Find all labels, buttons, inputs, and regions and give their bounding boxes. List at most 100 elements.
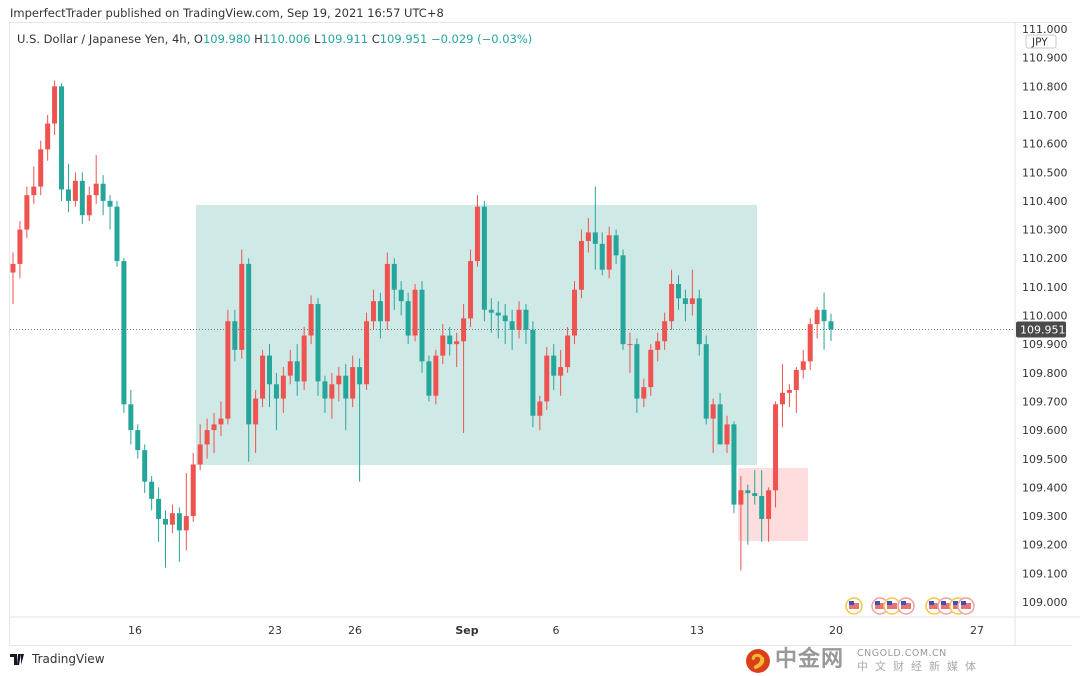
candle-body[interactable]: [93, 183, 99, 196]
candle-body[interactable]: [793, 369, 799, 390]
support-zone-rectangle[interactable]: [738, 467, 808, 541]
candle-body[interactable]: [481, 206, 487, 310]
candle-body[interactable]: [433, 355, 439, 396]
candle-body[interactable]: [717, 404, 723, 445]
candle-body[interactable]: [578, 241, 584, 290]
candle-body[interactable]: [682, 298, 688, 305]
candle-body[interactable]: [648, 349, 654, 388]
candle-body[interactable]: [814, 309, 820, 325]
candle-body[interactable]: [488, 309, 494, 313]
candle-body[interactable]: [65, 189, 71, 201]
candle-body[interactable]: [592, 232, 598, 244]
candle-body[interactable]: [107, 200, 113, 207]
candle-body[interactable]: [163, 518, 169, 525]
candle-body[interactable]: [731, 424, 737, 505]
candle-body[interactable]: [779, 392, 785, 405]
candle-body[interactable]: [724, 424, 730, 445]
candle-body[interactable]: [211, 424, 217, 431]
candle-body[interactable]: [121, 261, 127, 405]
candle-body[interactable]: [565, 335, 571, 368]
candle-body[interactable]: [156, 498, 162, 519]
candle-body[interactable]: [197, 444, 203, 465]
candle-body[interactable]: [530, 329, 536, 416]
candle-body[interactable]: [315, 304, 321, 382]
candle-body[interactable]: [225, 321, 231, 419]
candle-body[interactable]: [322, 381, 328, 399]
candle-body[interactable]: [786, 389, 792, 393]
candle-body[interactable]: [745, 490, 751, 494]
candle-body[interactable]: [10, 263, 16, 273]
candle-body[interactable]: [45, 123, 51, 150]
candle-body[interactable]: [183, 516, 189, 531]
candle-body[interactable]: [329, 384, 335, 399]
candle-body[interactable]: [218, 418, 224, 425]
candle-body[interactable]: [419, 289, 425, 362]
candle-body[interactable]: [100, 183, 106, 201]
candle-body[interactable]: [675, 283, 681, 299]
candle-body[interactable]: [502, 315, 508, 322]
candle-body[interactable]: [114, 206, 120, 262]
candle-body[interactable]: [807, 324, 813, 362]
candle-body[interactable]: [128, 404, 134, 431]
candle-body[interactable]: [447, 335, 453, 345]
candle-body[interactable]: [710, 404, 716, 419]
candle-body[interactable]: [149, 481, 155, 499]
candle-body[interactable]: [613, 235, 619, 256]
candle-body[interactable]: [343, 375, 349, 399]
candle-body[interactable]: [738, 490, 744, 505]
candle-body[interactable]: [176, 513, 182, 531]
candle-body[interactable]: [454, 341, 460, 345]
candle-body[interactable]: [800, 361, 806, 370]
candle-body[interactable]: [266, 355, 272, 385]
candle-body[interactable]: [280, 375, 286, 399]
candle-body[interactable]: [377, 301, 383, 322]
candle-body[interactable]: [412, 289, 418, 336]
candle-body[interactable]: [773, 404, 779, 491]
candle-body[interactable]: [204, 430, 210, 445]
candle-body[interactable]: [260, 355, 266, 399]
candle-body[interactable]: [752, 493, 758, 496]
candle-body[interactable]: [232, 321, 238, 350]
candle-body[interactable]: [357, 367, 363, 385]
candle-body[interactable]: [440, 335, 446, 356]
candle-body[interactable]: [135, 430, 141, 451]
candle-body[interactable]: [405, 301, 411, 336]
candle-body[interactable]: [239, 263, 245, 350]
candle-body[interactable]: [572, 289, 578, 336]
candle-body[interactable]: [294, 361, 300, 382]
candle-body[interactable]: [273, 384, 279, 399]
candle-body[interactable]: [669, 283, 675, 322]
candle-body[interactable]: [391, 263, 397, 290]
candle-body[interactable]: [766, 490, 772, 519]
candle-body[interactable]: [52, 86, 58, 124]
candle-body[interactable]: [246, 263, 252, 425]
candle-body[interactable]: [662, 321, 668, 342]
candle-body[interactable]: [634, 344, 640, 399]
candle-body[interactable]: [398, 289, 404, 302]
candle-body[interactable]: [461, 318, 467, 342]
candle-body[interactable]: [426, 361, 432, 396]
candle-body[interactable]: [509, 321, 515, 330]
candle-body[interactable]: [551, 355, 557, 376]
candle-body[interactable]: [253, 398, 259, 425]
candle-body[interactable]: [599, 243, 605, 270]
candle-body[interactable]: [689, 298, 695, 305]
candle-body[interactable]: [72, 180, 78, 201]
candle-body[interactable]: [86, 195, 92, 216]
candle-body[interactable]: [828, 321, 834, 330]
candle-body[interactable]: [364, 321, 370, 385]
candle-body[interactable]: [31, 186, 37, 196]
candle-body[interactable]: [544, 355, 550, 402]
candle-body[interactable]: [169, 513, 175, 525]
candle-body[interactable]: [336, 375, 342, 385]
candle-body[interactable]: [370, 301, 376, 322]
candle-body[interactable]: [474, 206, 480, 262]
candle-body[interactable]: [523, 309, 529, 330]
candle-body[interactable]: [24, 195, 30, 230]
candle-body[interactable]: [696, 298, 702, 345]
candle-body[interactable]: [38, 149, 44, 187]
candle-body[interactable]: [516, 309, 522, 330]
candle-body[interactable]: [821, 309, 827, 322]
candle-body[interactable]: [301, 335, 307, 382]
